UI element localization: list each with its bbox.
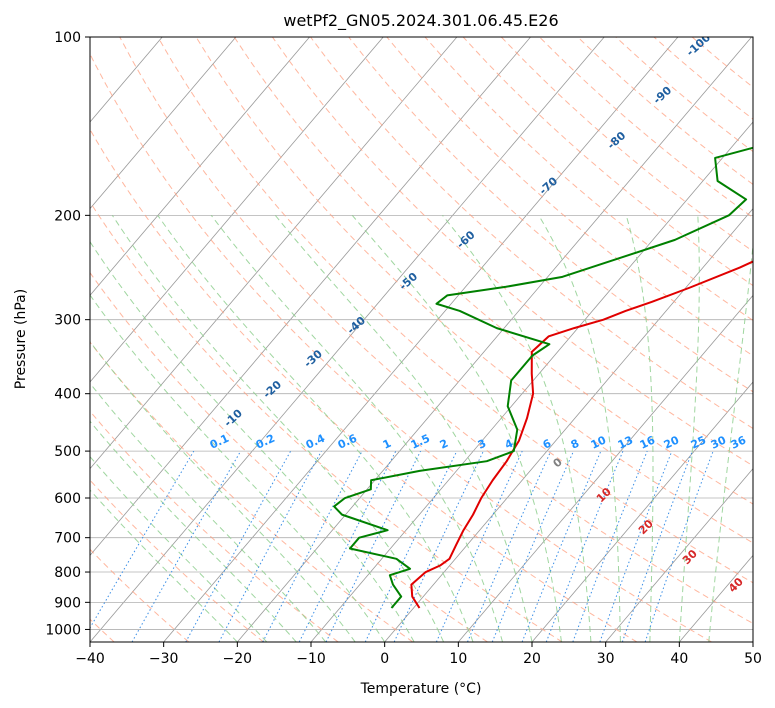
plot-area: -100-90-80-70-60-50-40-30-20-100.1 0.2 0.4… [90,37,753,642]
isotherm-line [90,37,384,383]
mixing-ratio-lines [90,450,714,642]
dry-adiabat [271,37,753,467]
x-axis-ticks: −40 −30 −20 −10 0 10 20 30 40 50 [75,642,762,667]
axes-frame [89,36,754,643]
x-tick-label: 30 [597,651,615,667]
dry-adiabat [310,37,753,430]
mixing-ratio-line [298,450,397,642]
isotherm-line [163,37,679,642]
mixing-ratio-line [644,450,714,642]
moist-adiabat [157,215,474,642]
sounding-profiles [333,146,753,609]
isotherm-line [90,37,310,296]
x-tick-label: 40 [670,651,688,667]
mixing-ratio-label: 25 [689,433,708,451]
mixing-ratio-line [521,450,602,642]
isotherm-line [384,208,753,642]
dry-adiabat [157,37,753,584]
x-tick-label: 20 [523,651,541,667]
y-tick-label: 500 [54,444,81,460]
moist-adiabat [90,489,238,642]
isotherm-line [90,37,531,556]
moist-adiabat [625,215,654,642]
isotherm-line [90,37,605,642]
y-tick-label: 100 [54,30,81,46]
dry-adiabat [119,37,753,625]
moist-adiabat [274,215,533,642]
dry-adiabat [90,52,712,642]
isotherm-lines [90,37,753,642]
dry-adiabat [90,201,563,642]
mixing-ratio-line [599,450,673,642]
y-axis-ticks: 100 200 300 400 500 600 700 800 900 1000 [45,30,90,638]
dry-adiabat [348,37,753,393]
x-axis-label: Temperature (°C) [360,681,482,697]
mixing-ratio-line [491,450,574,642]
mixing-ratio-line [185,450,292,642]
moist-adiabat [90,294,386,642]
y-axis-label: Pressure (hPa) [13,289,29,389]
y-tick-label: 700 [54,531,81,547]
mixing-ratio-label: 20 [662,433,682,451]
y-tick-label: 900 [54,595,81,611]
x-tick-label: 0 [380,651,389,667]
mixing-ratio-line [467,450,552,642]
moist-adiabat [538,215,621,642]
x-tick-label: 10 [449,651,467,667]
mixing-ratio-label: 36 [729,433,749,451]
x-tick-label: −10 [296,651,326,667]
dry-adiabat [90,128,638,642]
mixing-ratio-line [325,450,422,642]
moist-adiabat [90,420,297,642]
moist-adiabat [90,240,415,642]
mixing-ratio-line [435,450,523,642]
x-tick-label: −40 [75,651,105,667]
y-tick-label: 300 [54,313,81,329]
mixing-ratio-line [218,450,322,642]
y-tick-label: 400 [54,387,81,403]
chart-title: wetPf2_GN05.2024.301.06.45.E26 [283,11,558,31]
y-tick-label: 600 [54,491,81,507]
isotherm-line [90,37,237,210]
mixing-ratio-line [621,450,693,642]
x-tick-label: 50 [744,651,762,667]
moist-adiabat [678,215,700,642]
isotherm-line [90,37,458,470]
mixing-ratio-label: 30 [709,433,729,451]
moist-adiabat [90,382,327,642]
mixing-ratio-label: 16 [638,433,658,451]
isotherm-line [605,468,753,642]
moist-adiabat [210,215,504,642]
dry-adiabat [195,37,753,544]
x-tick-label: −30 [149,651,179,667]
dry-adiabat [90,548,190,642]
moist-adiabat [90,455,268,642]
y-tick-label: 800 [54,565,81,581]
dry-adiabat [462,37,753,287]
mixing-ratio-line [545,450,624,642]
temperature-profile-line [410,260,753,609]
dry-adiabat [90,271,488,642]
isotherm-line [237,37,752,642]
mixing-ratio-label: 13 [616,433,635,451]
moist-adiabat [111,215,445,642]
y-tick-label: 200 [54,208,81,224]
pressure-gridlines [90,37,753,630]
moist-adiabat [708,240,753,642]
dry-adiabat [90,479,264,642]
mixing-ratio-line [572,450,648,642]
dewpoint-profile-line [333,146,753,609]
y-tick-label: 1000 [45,622,81,638]
mixing-ratio-label: 10 [589,433,609,451]
x-tick-label: −20 [223,651,253,667]
